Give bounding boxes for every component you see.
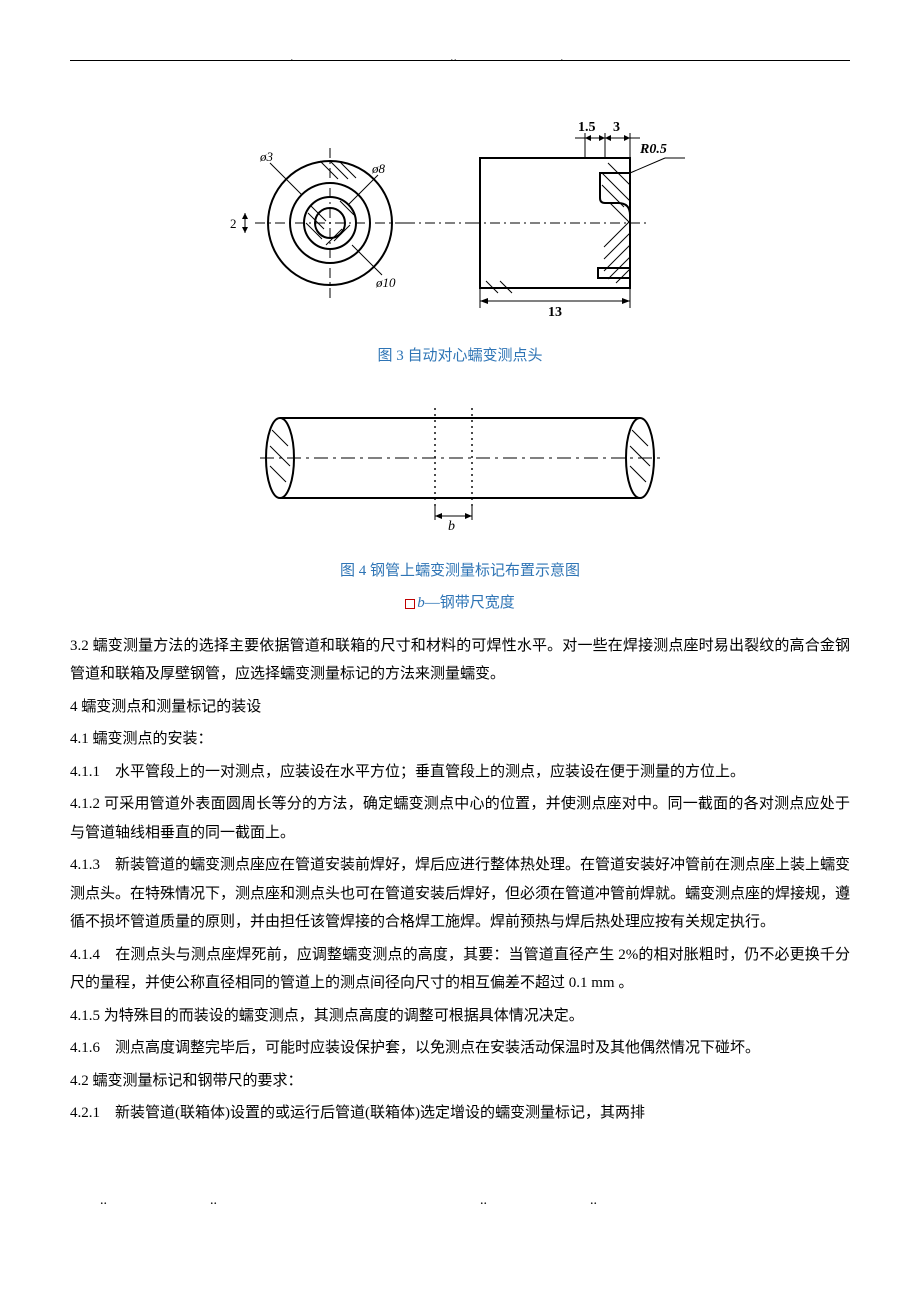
para-4-1-5: 4.1.5 为特殊目的而装设的蠕变测点，其测点高度的调整可根据具体情况决定。	[70, 1002, 850, 1031]
header-dot-1: .	[290, 45, 294, 72]
footer-dot-4: ..	[590, 1188, 597, 1215]
para-4-1-4: 4.1.4 在测点头与测点座焊死前，应调整蠕变测点的高度，其要：当管道直径产生 …	[70, 941, 850, 998]
dia-inner-label: ø10	[375, 275, 396, 290]
para-4-1-1: 4.1.1 水平管段上的一对测点，应装设在水平方位；垂直管段上的测点，应装设在便…	[70, 758, 850, 787]
dia-outer-label: ø3	[259, 149, 274, 164]
figure-4-subcaption: b—钢带尺宽度	[70, 589, 850, 618]
para-4-1-6: 4.1.6 测点高度调整完毕后，可能时应装设保护套，以免测点在安装活动保温时及其…	[70, 1034, 850, 1063]
sub-rest: —钢带尺宽度	[425, 595, 515, 611]
footer-dot-1: ..	[100, 1188, 107, 1215]
dim-left-2: 2	[230, 216, 237, 231]
header-dot-2: ..	[450, 45, 457, 72]
figure-3-caption: 图 3 自动对心蠕变测点头	[70, 342, 850, 371]
footer-dots: .. .. .. ..	[70, 1188, 850, 1208]
figure-4-caption: 图 4 钢管上蠕变测量标记布置示意图	[70, 557, 850, 586]
header-dot-3: .	[560, 45, 564, 72]
para-4: 4 蠕变测点和测量标记的装设	[70, 693, 850, 722]
sub-b: b	[417, 595, 425, 611]
header-rule	[70, 60, 850, 61]
figure-3-svg: ø3 ø8 ø10 2	[220, 103, 700, 323]
para-4-1: 4.1 蠕变测点的安装：	[70, 725, 850, 754]
dim-top-a: 1.5	[578, 120, 596, 135]
para-4-1-3: 4.1.3 新装管道的蠕变测点座应在管道安装前焊好，焊后应进行整体热处理。在管道…	[70, 851, 850, 937]
dim-b: b	[448, 519, 455, 534]
footer-dot-3: ..	[480, 1188, 487, 1215]
footer-dot-2: ..	[210, 1188, 217, 1215]
page: . .. .	[0, 0, 920, 1248]
figure-4: b	[70, 388, 850, 549]
para-4-2-1: 4.2.1 新装管道(联箱体)设置的或运行后管道(联箱体)选定增设的蠕变测量标记…	[70, 1099, 850, 1128]
para-3-2: 3.2 蠕变测量方法的选择主要依据管道和联箱的尺寸和材料的可焊性水平。对一些在焊…	[70, 632, 850, 689]
dim-radius: R0.5	[639, 142, 667, 157]
para-4-2: 4.2 蠕变测量标记和钢带尺的要求：	[70, 1067, 850, 1096]
para-4-1-2: 4.1.2 可采用管道外表面圆周长等分的方法，确定蠕变测点中心的位置，并使测点座…	[70, 790, 850, 847]
dia-mid-label: ø8	[371, 161, 386, 176]
red-box-icon	[405, 599, 415, 609]
dim-bottom: 13	[548, 305, 562, 320]
figure-3: ø3 ø8 ø10 2	[70, 103, 850, 334]
figure-4-svg: b	[250, 388, 670, 538]
header-dots: . .. .	[70, 63, 850, 73]
dim-top-b: 3	[613, 120, 620, 135]
